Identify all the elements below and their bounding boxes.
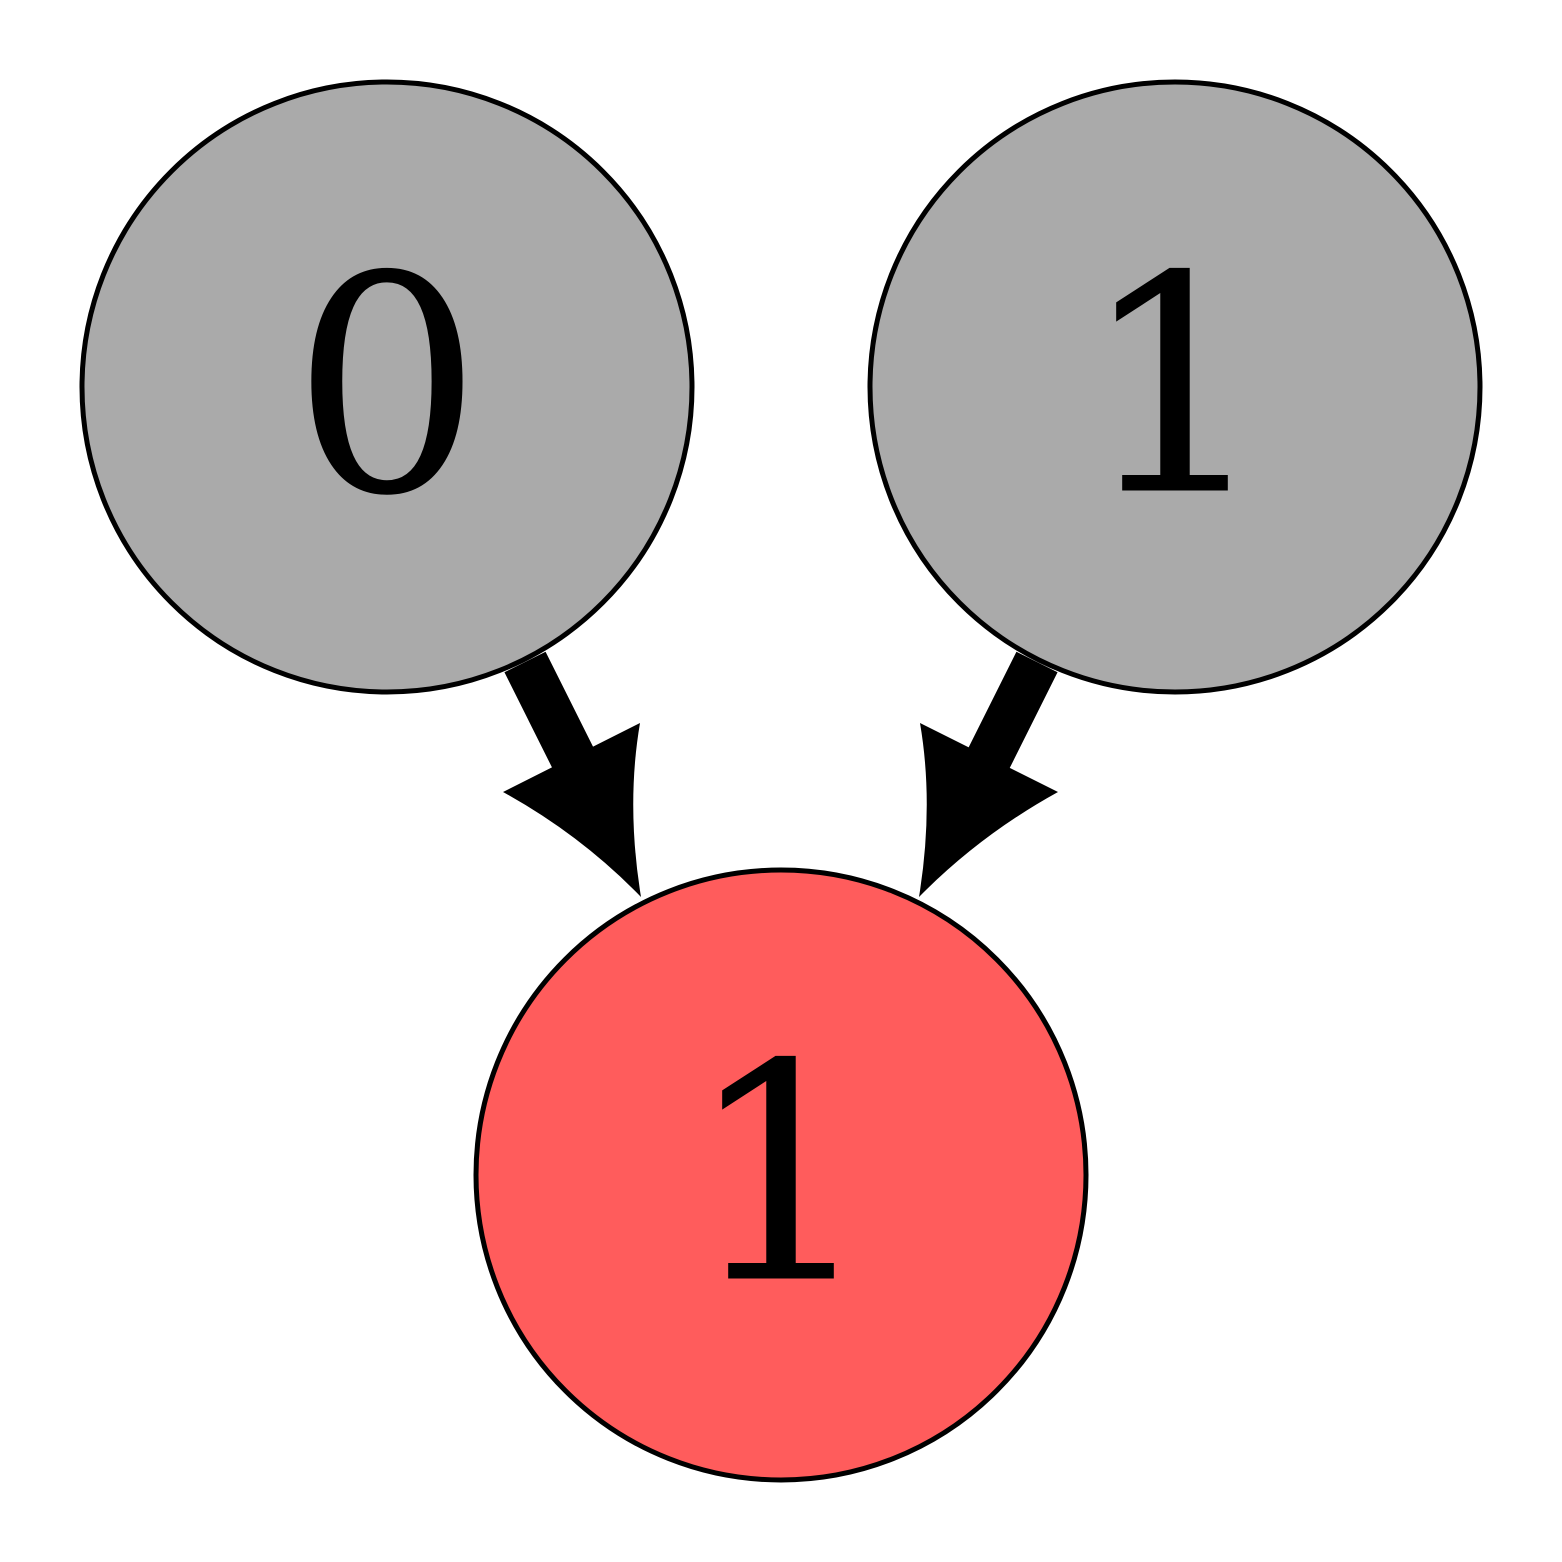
node-2-label: 1 — [686, 1001, 877, 1350]
edge-1-to-2-arrowhead — [919, 723, 1058, 897]
node-1-circle — [867, 79, 1483, 695]
node-0: 0 — [79, 79, 695, 695]
node-1-label: 1 — [1080, 213, 1271, 562]
node-0-circle — [79, 79, 695, 695]
edge-0-to-2-arrowhead — [503, 723, 641, 897]
node-2: 1 — [473, 867, 1089, 1483]
node-1: 1 — [867, 79, 1483, 695]
edge-1-to-2 — [919, 651, 1058, 897]
edge-1-to-2-shaft — [966, 651, 1058, 773]
node-0-label: 0 — [292, 213, 483, 562]
edge-0-to-2-shaft — [504, 651, 596, 773]
edge-0-to-2 — [503, 651, 641, 897]
node-2-circle — [473, 867, 1089, 1483]
